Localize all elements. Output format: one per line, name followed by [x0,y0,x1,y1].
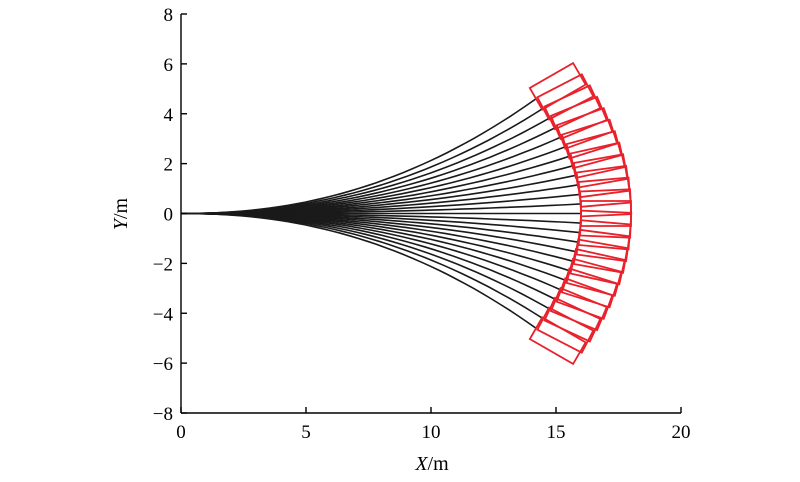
x-tick-label: 15 [547,422,566,443]
trajectory-line [181,98,537,215]
x-tick-label: 20 [672,422,691,443]
trajectory-line [181,126,557,215]
axes [180,13,682,414]
trajectory-line [181,212,557,301]
terminal-box [536,306,595,354]
y-tick-label: −6 [153,354,173,375]
terminal-box-layer [528,61,633,366]
x-tick-label: 5 [301,422,311,443]
terminal-box [536,73,595,121]
terminal-box [569,141,626,179]
y-tick-label: 6 [164,55,174,76]
y-axis-title: Y/m [110,197,132,230]
terminal-box [549,95,608,141]
terminal-box [528,61,587,111]
y-tick-label: 8 [164,5,174,26]
terminal-box [528,316,587,366]
trajectory-layer [181,98,581,329]
terminal-box [543,84,602,131]
x-tick-label: 10 [422,422,441,443]
y-tick-label: 4 [164,105,174,126]
y-tick-label: 0 [164,205,174,226]
terminal-box [543,296,602,343]
terminal-box [555,107,614,150]
x-axis-title: X/m [414,453,449,475]
trajectory-line [181,212,551,310]
terminal-box [565,130,623,170]
terminal-box [560,118,619,160]
x-tick-label: 0 [176,422,186,443]
y-tick-label: 2 [164,155,174,176]
trajectory-line [181,117,551,215]
y-tick-label: −2 [153,254,173,275]
y-tick-label: −4 [153,304,174,325]
y-tick-label: −8 [153,404,173,425]
